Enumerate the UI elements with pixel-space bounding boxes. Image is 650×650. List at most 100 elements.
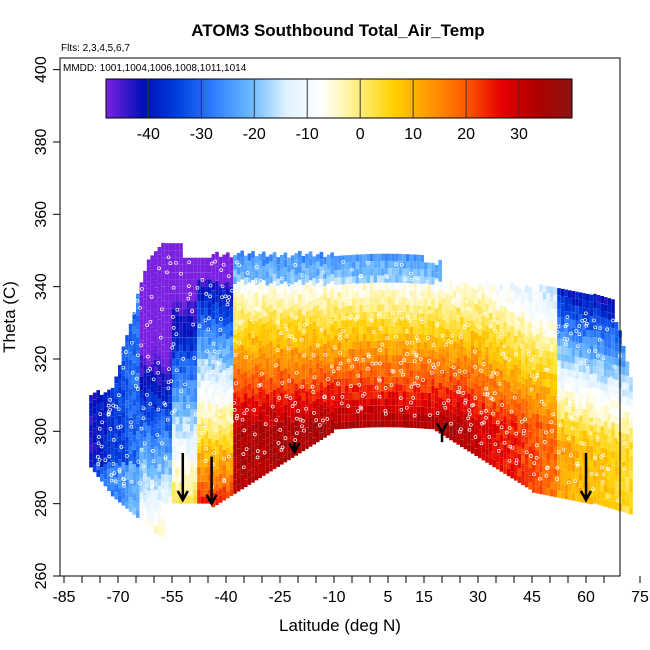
heatmap-cell (557, 353, 561, 361)
observation-point (219, 390, 224, 395)
heatmap-cell (168, 416, 172, 425)
observation-point (212, 349, 217, 354)
heatmap-cell (514, 364, 518, 373)
observation-point (197, 324, 202, 329)
heatmap-cell (244, 472, 248, 480)
heatmap-cell (301, 306, 306, 314)
heatmap-cell (294, 325, 298, 333)
heatmap-cell (488, 443, 493, 451)
heatmap-cell (514, 285, 518, 293)
heatmap-cell (362, 413, 367, 421)
heatmap-cell (445, 315, 450, 323)
observation-point (338, 361, 343, 366)
heatmap-cell (499, 406, 504, 414)
heatmap-cell (481, 409, 486, 417)
heatmap-cell (452, 326, 457, 334)
heatmap-cell (442, 320, 446, 328)
heatmap-cell (157, 355, 162, 363)
heatmap-cell (204, 409, 208, 417)
observation-point (279, 448, 284, 452)
observation-point (545, 465, 550, 470)
heatmap-cell (247, 332, 252, 341)
heatmap-cell (560, 303, 565, 311)
heatmap-cell (326, 319, 331, 327)
heatmap-cell (366, 333, 370, 341)
heatmap-cell (154, 366, 158, 375)
observation-point (156, 360, 161, 365)
colorbar-swatch (256, 79, 259, 118)
heatmap-cell (492, 322, 496, 330)
heatmap-cell (362, 261, 367, 269)
heatmap-cell (438, 411, 442, 420)
heatmap-cell (222, 269, 226, 277)
observation-point (390, 311, 395, 315)
arrows (176, 422, 593, 507)
observation-point (459, 427, 463, 432)
heatmap-cell (251, 439, 255, 447)
observation-point (504, 293, 508, 297)
heatmap-cell (136, 445, 140, 453)
heatmap-cell (398, 348, 403, 356)
observation-point (405, 340, 409, 345)
observation-point (289, 313, 294, 318)
colorbar-swatch (162, 79, 165, 118)
heatmap-cell (560, 419, 565, 427)
heatmap-cell (589, 395, 594, 404)
heatmap-cell (182, 431, 187, 439)
heatmap-cell (204, 445, 208, 453)
heatmap-cell (118, 415, 122, 423)
heatmap-cell (622, 396, 626, 404)
heatmap-cell (366, 340, 370, 349)
heatmap-cell (265, 459, 270, 467)
heatmap-cell (200, 272, 205, 280)
observation-point (419, 317, 423, 321)
heatmap-cell (218, 256, 223, 264)
heatmap-cell (571, 341, 576, 349)
heatmap-cell (330, 397, 334, 405)
heatmap-cell (272, 310, 277, 318)
heatmap-cell (499, 298, 504, 306)
heatmap-cell (150, 349, 154, 357)
heatmap-cell (244, 436, 248, 444)
heatmap-cell (269, 435, 273, 443)
heatmap-cell (463, 362, 468, 370)
heatmap-cell (218, 444, 223, 453)
observation-point (206, 390, 211, 395)
heatmap-cell (492, 445, 496, 453)
observation-point (135, 387, 140, 391)
heatmap-cell (103, 450, 108, 458)
heatmap-cell (269, 464, 273, 472)
colorbar-swatch (278, 79, 281, 118)
heatmap-cell (193, 460, 198, 468)
heatmap-cell (150, 465, 154, 473)
heatmap-cell (89, 395, 93, 403)
observation-point (427, 310, 431, 314)
heatmap-cell (355, 413, 360, 421)
observation-point (136, 459, 141, 464)
heatmap-cell (294, 361, 298, 369)
heatmap-cell (175, 416, 180, 425)
observation-point (535, 294, 539, 299)
heatmap-cell (262, 439, 266, 447)
observation-point (397, 310, 402, 315)
heatmap-cell (222, 276, 226, 284)
heatmap-cell (226, 389, 230, 397)
heatmap-cell (420, 276, 424, 284)
observation-point (612, 364, 617, 369)
heatmap-cell (359, 283, 363, 291)
heatmap-cell (258, 449, 262, 457)
heatmap-cell (589, 381, 594, 389)
heatmap-cell (254, 328, 259, 336)
heatmap-cell (593, 431, 597, 439)
observation-point (543, 367, 548, 372)
heatmap-cell (445, 365, 450, 373)
heatmap-cell (467, 429, 471, 437)
heatmap-cell (380, 405, 385, 413)
heatmap-cell (535, 406, 540, 414)
heatmap-cell (222, 406, 226, 414)
heatmap-cell (308, 273, 313, 281)
heatmap-cell (334, 415, 338, 423)
observation-point (284, 303, 289, 307)
heatmap-cell (233, 486, 237, 494)
heatmap-cell (190, 272, 194, 280)
